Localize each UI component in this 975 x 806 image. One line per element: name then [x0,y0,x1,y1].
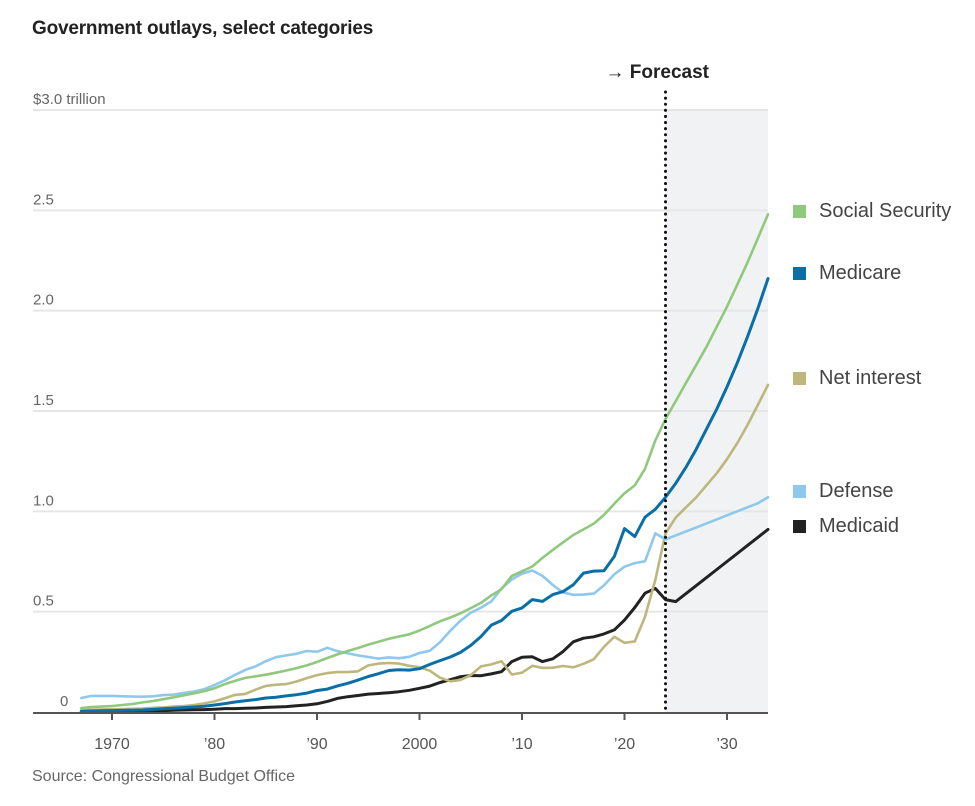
y-tick-label: $3.0 trillion [33,91,106,108]
legend-swatch [793,267,806,280]
y-tick-label: 1.5 [33,392,54,409]
x-tick-label: ’80 [204,736,225,753]
x-tick-label: ’20 [614,736,635,753]
series-line-net-interest [80,383,770,712]
legend-label: Net interest [819,367,922,389]
y-tick-label: 0.5 [33,593,54,610]
source-note: Source: Congressional Budget Office [32,768,295,785]
legend-label: Medicare [819,262,902,284]
legend-swatch [793,520,806,533]
legend-item-medicare: Medicare [793,262,901,285]
forecast-label: → Forecast [606,62,710,83]
x-tick-label: ’10 [511,736,532,753]
legend-item-defense: Defense [793,480,894,503]
chart-title: Government outlays, select categories [32,18,374,39]
y-tick-label: 2.5 [33,191,54,208]
series-line-social-security [80,213,770,710]
legend-swatch [793,205,806,218]
series-lines [79,213,770,714]
y-axis-labels: 0 0.5 1.0 1.5 2.0 2.5 $3.0 trillion [33,91,106,710]
x-tick-label: ’30 [716,736,737,753]
y-tick-label: 0 [60,693,68,710]
legend-label: Social Security [819,200,952,222]
legend-item-social-security: Social Security [793,200,951,223]
series-line-defense [80,495,770,700]
legend-label: Medicaid [819,515,900,537]
series-line-medicare [79,277,770,713]
y-tick-label: 1.0 [33,492,54,509]
legend-swatch [793,372,806,385]
x-axis-labels: 1970 ’80 ’90 2000 ’10 ’20 ’30 [94,713,738,753]
x-tick-label: 1970 [94,736,130,753]
x-tick-label: 2000 [402,736,438,753]
y-tick-label: 2.0 [33,292,54,309]
x-tick-label: ’90 [306,736,327,753]
legend-swatch [793,485,806,498]
gridlines [33,109,768,613]
legend-label: Defense [819,480,894,502]
legend-item-medicaid: Medicaid [793,515,899,538]
legend-item-net-interest: Net interest [793,367,921,390]
